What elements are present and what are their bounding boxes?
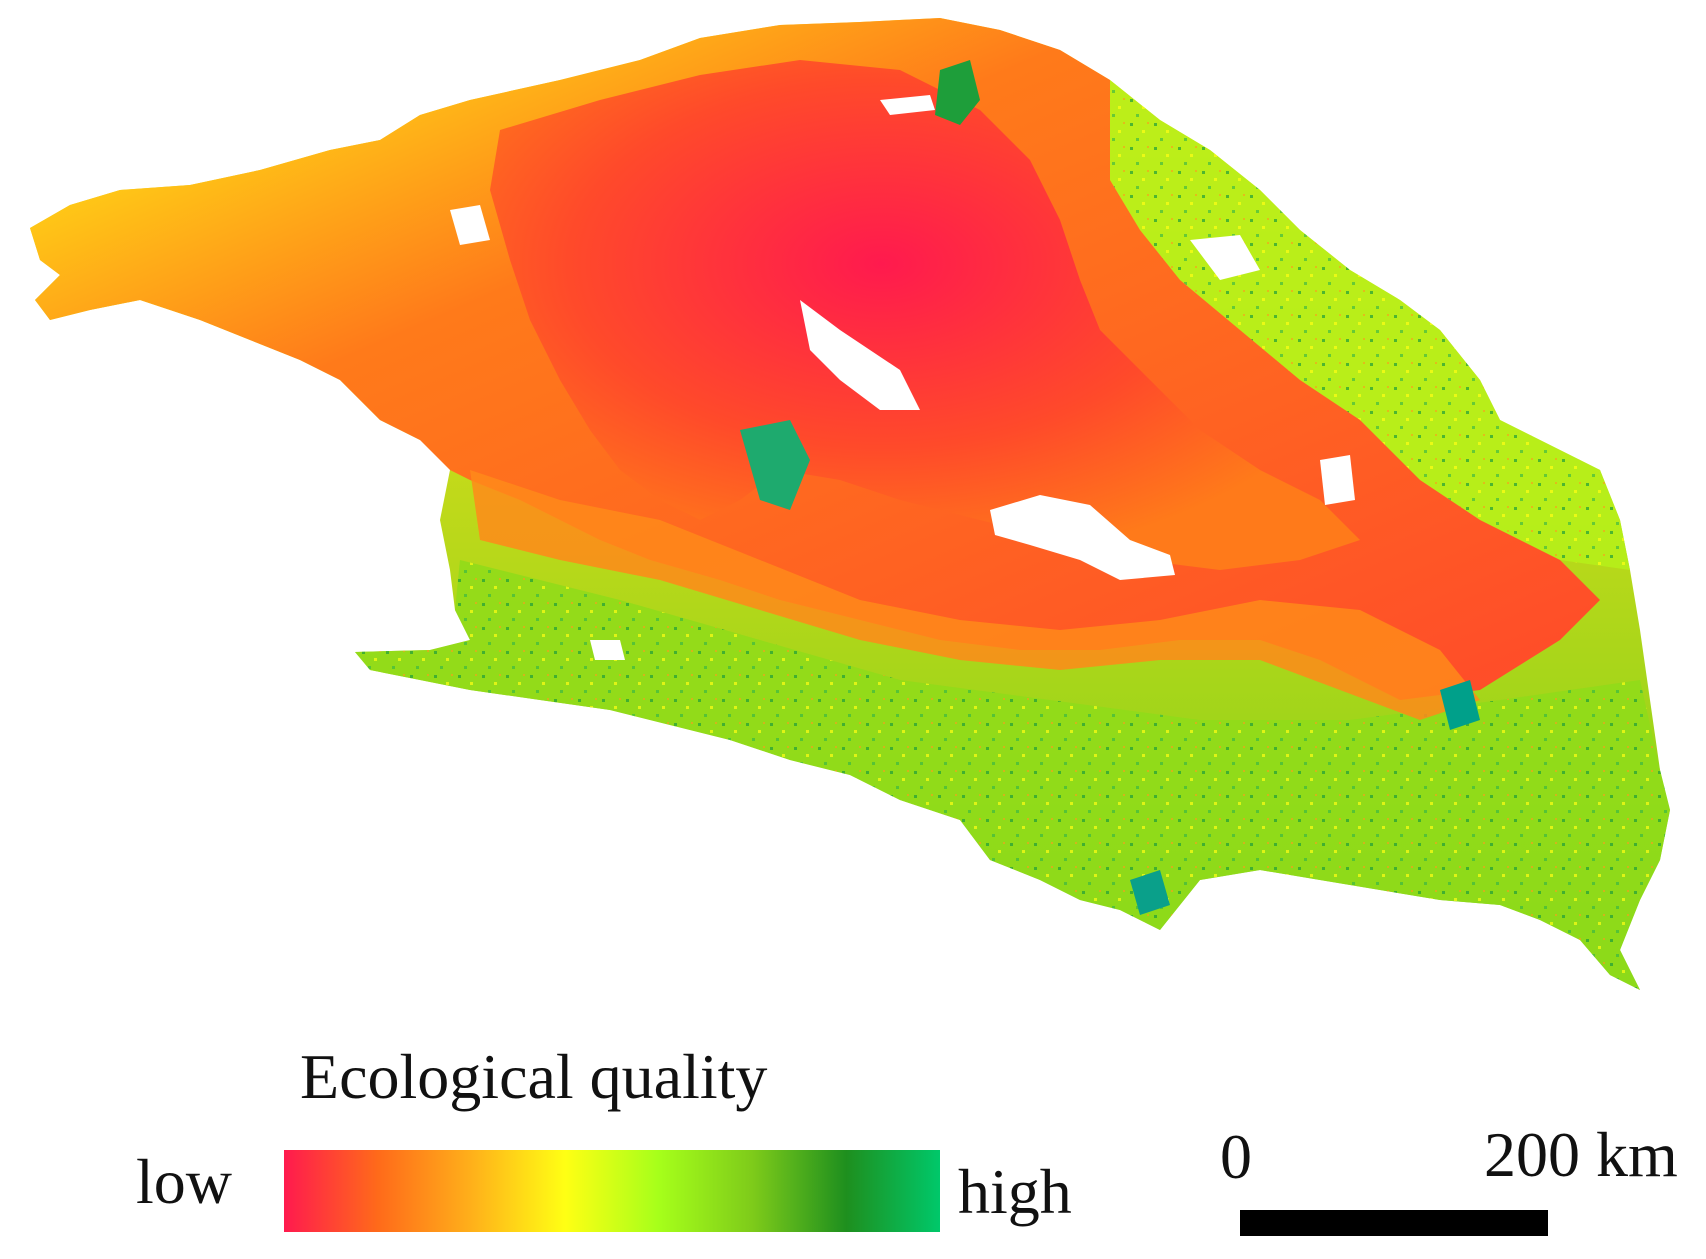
nodata-patch-5 xyxy=(1190,235,1260,280)
nodata-patch-4 xyxy=(990,495,1175,580)
nodata-patch-6 xyxy=(1320,455,1355,505)
legend-title: Ecological quality xyxy=(300,1041,768,1112)
teal-patch-south xyxy=(1130,870,1170,915)
nodata-patch-7 xyxy=(590,640,625,660)
teal-patch-east xyxy=(1440,680,1480,730)
south-speckle xyxy=(355,560,1670,990)
legend-low-label: low xyxy=(136,1146,232,1217)
core-low-quality-zone xyxy=(490,60,1360,570)
scale-bar-start-label: 0 xyxy=(1220,1121,1252,1192)
legend-color-ramp xyxy=(284,1150,940,1232)
green-island-center xyxy=(740,420,810,510)
nodata-patch-1 xyxy=(880,95,935,115)
scale-bar xyxy=(1240,1210,1548,1236)
legend-high-label: high xyxy=(958,1156,1072,1227)
nodata-patch-2 xyxy=(450,205,490,245)
scale-bar-end-label: 200 km xyxy=(1484,1119,1678,1190)
nodata-patch-3 xyxy=(800,300,920,410)
central-orange-band xyxy=(470,470,1480,720)
east-speckle xyxy=(1110,80,1630,570)
green-island-north xyxy=(935,60,980,125)
